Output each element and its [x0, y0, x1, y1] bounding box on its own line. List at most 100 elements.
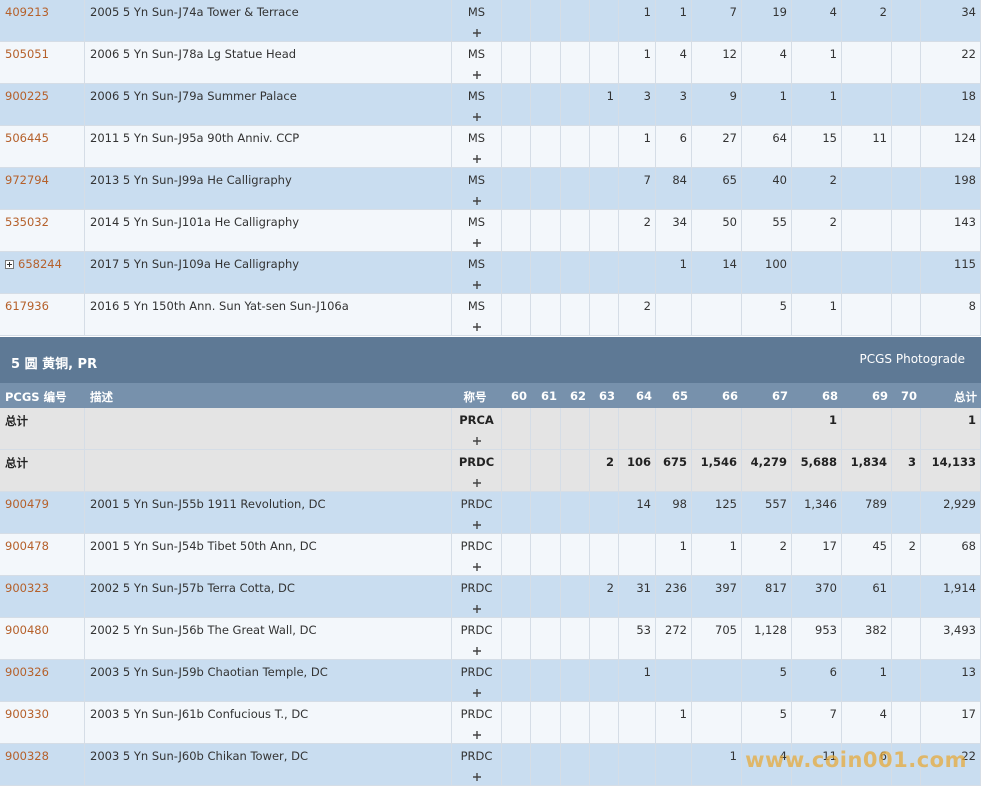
expand-plus[interactable]	[472, 731, 481, 739]
expand-plus[interactable]	[472, 689, 481, 697]
grade-count: 1	[590, 84, 619, 126]
pcgs-id-text[interactable]: 900478	[5, 539, 49, 553]
expand-plus[interactable]	[472, 479, 481, 487]
plus[interactable]	[472, 434, 481, 448]
grade-count	[531, 576, 561, 618]
grade-count	[590, 702, 619, 744]
plus[interactable]	[472, 770, 481, 784]
designation: MS	[452, 84, 502, 126]
pcgs-id[interactable]: 506445	[0, 126, 85, 168]
pcgs-id[interactable]: 900323	[0, 576, 85, 618]
grade-count	[590, 252, 619, 294]
grade-count: 2	[842, 0, 892, 42]
grade-count	[561, 702, 590, 744]
plus[interactable]	[472, 602, 481, 616]
expand-plus[interactable]	[472, 605, 481, 613]
grade-count	[892, 702, 921, 744]
pcgs-id-text[interactable]: 900326	[5, 665, 49, 679]
grade-count: 370	[792, 576, 842, 618]
pcgs-id-text[interactable]: 900225	[5, 89, 49, 103]
pcgs-id-text[interactable]: 972794	[5, 173, 49, 187]
expand-plus[interactable]	[472, 29, 481, 37]
expand-plus[interactable]	[472, 521, 481, 529]
expand-box[interactable]	[5, 260, 14, 269]
designation: PRDC	[452, 534, 502, 576]
grade-count	[619, 702, 656, 744]
pcgs-id[interactable]: 972794	[0, 168, 85, 210]
pcgs-id-text[interactable]: 617936	[5, 299, 49, 313]
designation: PRDC	[452, 450, 502, 492]
pcgs-id[interactable]: 409213	[0, 0, 85, 42]
plus[interactable]	[472, 236, 481, 250]
plus[interactable]	[472, 320, 481, 334]
grade-count	[561, 126, 590, 168]
grade-count	[561, 660, 590, 702]
plus[interactable]	[472, 26, 481, 40]
pcgs-id[interactable]: 505051	[0, 42, 85, 84]
pcgs-id[interactable]: 900326	[0, 660, 85, 702]
designation: MS	[452, 42, 502, 84]
pcgs-id-text[interactable]: 506445	[5, 131, 49, 145]
designation-text: PRDC	[460, 539, 493, 553]
total: 115	[921, 252, 981, 294]
expand-plus[interactable]	[472, 113, 481, 121]
grade-count	[619, 252, 656, 294]
plus[interactable]	[472, 194, 481, 208]
pcgs-id[interactable]: 535032	[0, 210, 85, 252]
expand-plus[interactable]	[472, 239, 481, 247]
grade-count	[561, 492, 590, 534]
expand-plus[interactable]	[472, 647, 481, 655]
designation-text: MS	[467, 89, 486, 103]
grade-count	[561, 450, 590, 492]
expand-plus[interactable]	[472, 563, 481, 571]
plus[interactable]	[472, 110, 481, 124]
grade-count	[892, 492, 921, 534]
plus[interactable]	[472, 68, 481, 82]
description: 2002 5 Yn Sun-J56b The Great Wall, DC	[85, 618, 452, 660]
expand-plus[interactable]	[472, 155, 481, 163]
description: 2003 5 Yn Sun-J60b Chikan Tower, DC	[85, 744, 452, 786]
grade-count: 5	[742, 660, 792, 702]
plus[interactable]	[472, 476, 481, 490]
pcgs-id-text[interactable]: 658244	[18, 257, 62, 271]
grade-count	[590, 210, 619, 252]
pcgs-id-text[interactable]: 505051	[5, 47, 49, 61]
designation-text: PRDC	[460, 497, 493, 511]
pcgs-id[interactable]: 900478	[0, 534, 85, 576]
grade-count	[531, 618, 561, 660]
plus[interactable]	[472, 686, 481, 700]
pcgs-id-text[interactable]: 900480	[5, 623, 49, 637]
pcgs-id[interactable]: 900479	[0, 492, 85, 534]
plus[interactable]	[472, 644, 481, 658]
pcgs-id-text[interactable]: 900328	[5, 749, 49, 763]
plus[interactable]	[472, 728, 481, 742]
expand-plus[interactable]	[472, 773, 481, 781]
pcgs-id[interactable]: 900480	[0, 618, 85, 660]
pcgs-id[interactable]: 900328	[0, 744, 85, 786]
expand-plus[interactable]	[472, 197, 481, 205]
pcgs-id[interactable]: 658244	[0, 252, 85, 294]
total: 1,914	[921, 576, 981, 618]
pcgs-id-text[interactable]: 900479	[5, 497, 49, 511]
expand-plus[interactable]	[472, 437, 481, 445]
pcgs-id-text[interactable]: 900323	[5, 581, 49, 595]
pcgs-id-text[interactable]: 535032	[5, 215, 49, 229]
plus[interactable]	[472, 278, 481, 292]
grade-count	[892, 0, 921, 42]
pcgs-id[interactable]: 900330	[0, 702, 85, 744]
pcgs-id[interactable]: 617936	[0, 294, 85, 336]
pcgs-id[interactable]: 900225	[0, 84, 85, 126]
grade-count: 53	[619, 618, 656, 660]
pcgs-id-text[interactable]: 409213	[5, 5, 49, 19]
grade-count: 2	[590, 576, 619, 618]
grade-count	[692, 294, 742, 336]
total: 3,493	[921, 618, 981, 660]
plus[interactable]	[472, 518, 481, 532]
plus[interactable]	[472, 152, 481, 166]
photograde-link[interactable]: PCGS Photograde	[859, 352, 965, 366]
pcgs-id-text[interactable]: 900330	[5, 707, 49, 721]
plus[interactable]	[472, 560, 481, 574]
expand-plus[interactable]	[472, 281, 481, 289]
expand-plus[interactable]	[472, 71, 481, 79]
expand-plus[interactable]	[472, 323, 481, 331]
